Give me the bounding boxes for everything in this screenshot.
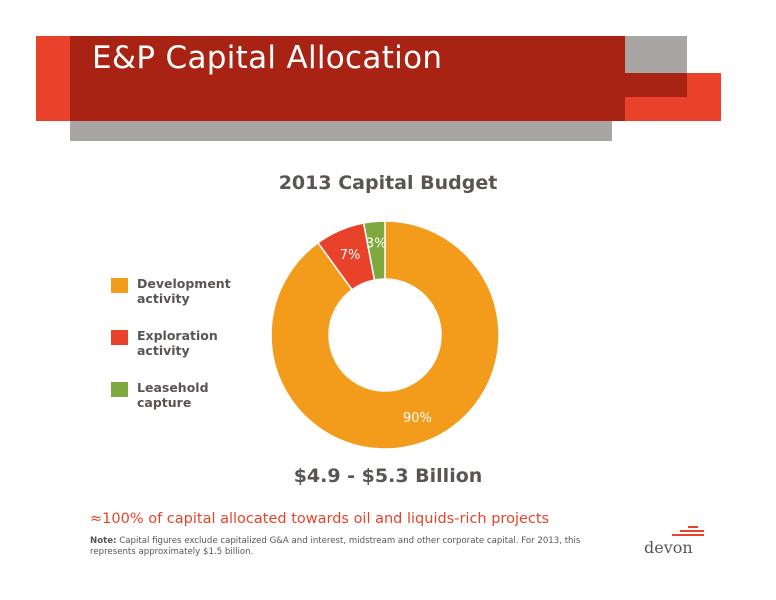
- legend-swatch-development: [111, 278, 128, 293]
- footnote-label: Note:: [90, 536, 117, 546]
- legend-swatch-exploration: [111, 330, 128, 345]
- logo-mark-icon: [672, 526, 704, 536]
- legend-item-development: Development activity: [111, 276, 232, 306]
- header-banner: [70, 36, 625, 121]
- header-accent-left: [36, 36, 70, 121]
- legend-label-exploration: Exploration activity: [137, 328, 232, 358]
- header-banner-tail: [612, 73, 687, 97]
- footnote: Note: Capital figures exclude capitalize…: [90, 536, 620, 558]
- footnote-text: Capital figures exclude capitalized G&A …: [90, 536, 581, 557]
- logo-text: devon: [644, 538, 693, 557]
- slice-leasehold: [362, 220, 386, 281]
- page-title: E&P Capital Allocation: [92, 40, 443, 76]
- chart-title: 2013 Capital Budget: [278, 172, 498, 194]
- legend-label-development: Development activity: [137, 276, 232, 306]
- legend-item-exploration: Exploration activity: [111, 328, 232, 358]
- legend-label-line: capture: [137, 395, 192, 410]
- header-gray-top: [625, 36, 687, 73]
- slice-development: [270, 220, 500, 450]
- data-label-leasehold: 3%: [366, 236, 387, 251]
- donut-chart: 90% 7% 3%: [270, 220, 500, 450]
- legend-item-leasehold: Leasehold capture: [111, 380, 232, 410]
- legend-label-line: activity: [137, 343, 190, 358]
- devon-logo: devon: [644, 526, 724, 560]
- data-label-development: 90%: [403, 411, 432, 426]
- legend-label-line: Development: [137, 276, 231, 291]
- legend-label-line: activity: [137, 291, 190, 306]
- data-label-exploration: 7%: [340, 248, 361, 263]
- allocation-statement: ≈100% of capital allocated towards oil a…: [90, 511, 550, 527]
- legend-swatch-leasehold: [111, 382, 128, 397]
- budget-range: $4.9 - $5.3 Billion: [293, 465, 483, 487]
- legend-label-line: Leasehold: [137, 380, 209, 395]
- legend-label-leasehold: Leasehold capture: [137, 380, 232, 410]
- legend-label-line: Exploration: [137, 328, 218, 343]
